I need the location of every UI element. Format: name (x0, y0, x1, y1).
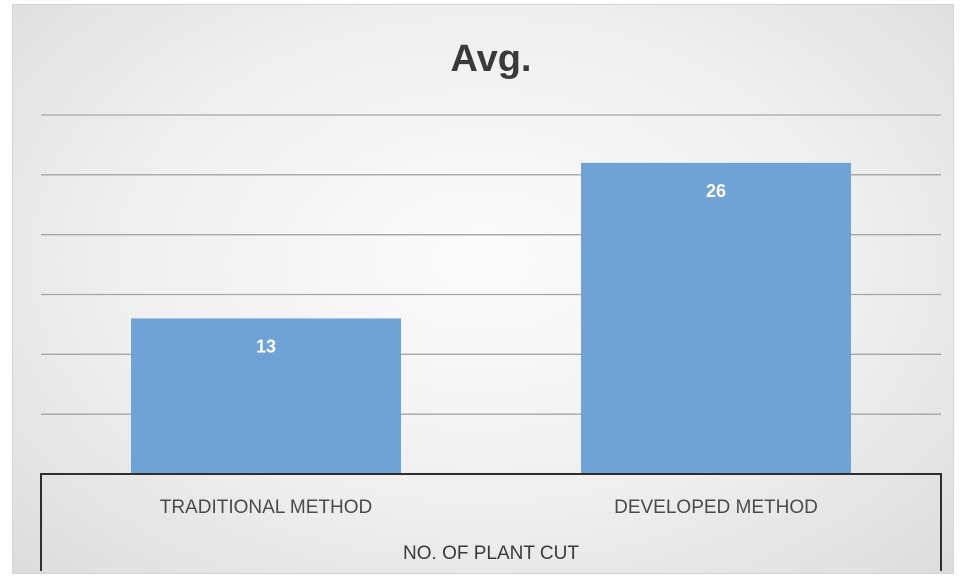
category-label-0: TRADITIONAL METHOD (160, 497, 373, 518)
data-labels: 13 26 (256, 181, 726, 357)
bar-1 (581, 162, 851, 474)
data-label-1: 26 (706, 181, 726, 201)
axis-group-label: NO. OF PLANT CUT (403, 543, 579, 564)
bar-0 (131, 318, 401, 474)
category-labels: TRADITIONAL METHOD DEVELOPED METHOD (160, 497, 818, 518)
bar-chart: Avg. 13 26 TRADITIONAL METHOD DEVELOPED ME… (40, 38, 942, 571)
category-label-1: DEVELOPED METHOD (614, 497, 818, 518)
bars (131, 162, 851, 474)
data-label-0: 13 (256, 336, 276, 356)
chart-title: Avg. (451, 38, 532, 80)
category-axis-box (40, 473, 942, 571)
chart-area: Avg. 13 26 TRADITIONAL METHOD DEVELOPED ME… (12, 4, 954, 574)
